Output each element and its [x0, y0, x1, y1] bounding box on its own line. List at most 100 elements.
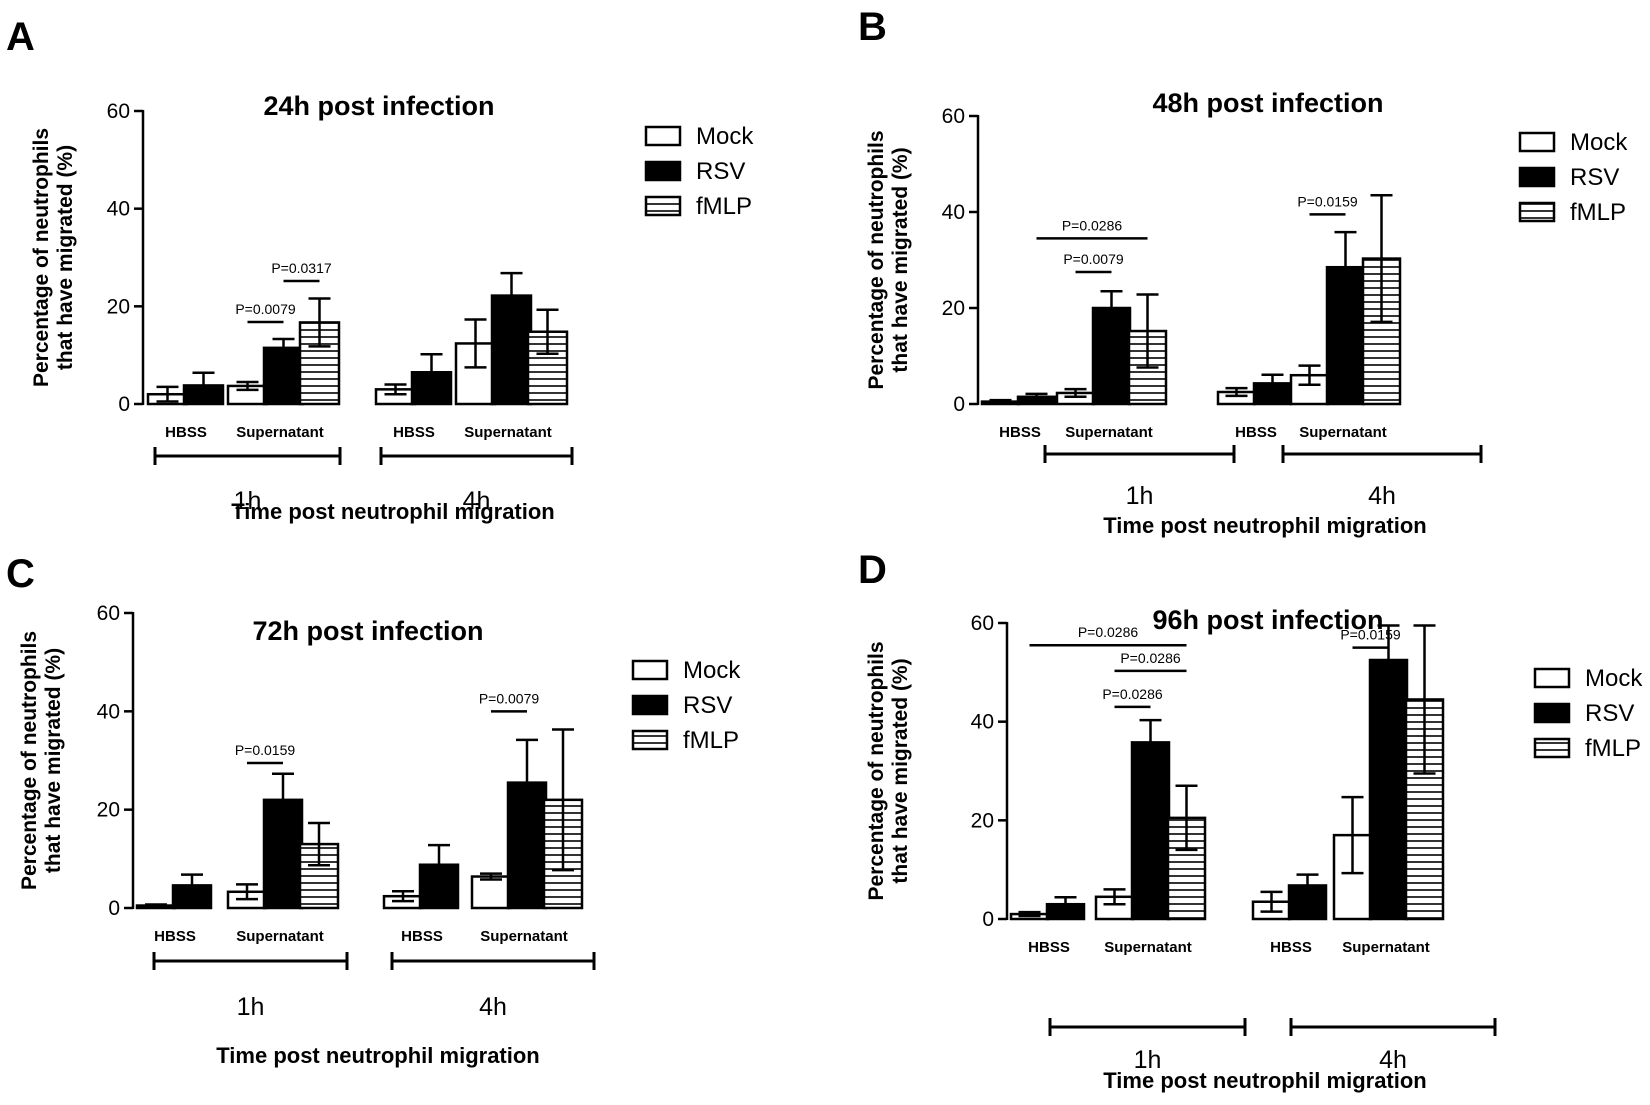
significance-annotation: P=0.0159 [235, 742, 296, 765]
bar-group-4h-supernatant [470, 728, 584, 910]
x-category-label: Supernatant [464, 424, 552, 441]
panel-letter: B [858, 5, 887, 49]
y-axis-label-line1: Percentage of neutrophils [865, 130, 888, 389]
time-label: 4h [1368, 482, 1396, 510]
legend-swatch-rsv [1518, 166, 1556, 188]
time-label: 1h [237, 993, 265, 1021]
significance-annotation: P=0.0159 [1297, 193, 1358, 216]
p-value-label: P=0.0159 [1297, 193, 1358, 209]
legend-swatch-fmlp [631, 729, 669, 751]
legend-label-mock: Mock [683, 657, 741, 684]
time-label: 4h [463, 487, 491, 515]
y-axis-label: Percentage of neutrophils that have migra… [865, 641, 912, 900]
y-axis-label: Percentage of neutrophils that have migra… [865, 130, 912, 389]
significance-annotation: P=0.0286 [1029, 624, 1187, 647]
x-category-label: HBSS [1235, 424, 1277, 441]
legend: Mock RSV fMLP [1518, 129, 1628, 226]
bar-group-1h-supernatant [226, 772, 340, 910]
legend-swatch-rsv [1533, 702, 1571, 724]
bar-group-4h-hbss [1216, 373, 1293, 406]
chart-title: 48h post infection [1152, 88, 1383, 118]
y-tick-label: 20 [107, 295, 130, 318]
bar-group-4h-hbss [374, 352, 453, 406]
bar-group-4h-supernatant [454, 271, 569, 406]
panel-a: A 24h post infection Percentage of neutrop… [6, 15, 754, 524]
y-tick-label: 40 [97, 700, 120, 723]
y-tick-label: 20 [942, 297, 965, 320]
significance-annotation: P=0.0317 [271, 260, 332, 283]
x-category-label: Supernatant [480, 928, 568, 945]
x-category-label: HBSS [401, 928, 443, 945]
x-category-label: Supernatant [236, 928, 324, 945]
x-category-label: HBSS [999, 424, 1041, 441]
y-tick-label: 60 [97, 602, 120, 625]
x-axis-label: Time post neutrophil migration [231, 499, 555, 524]
y-tick-label: 40 [971, 711, 994, 734]
y-tick-label: 60 [107, 100, 130, 123]
p-value-label: P=0.0159 [1340, 627, 1401, 643]
y-tick-label: 0 [982, 908, 994, 931]
legend: Mock RSV fMLP [631, 657, 741, 754]
y-axis-label-line1: Percentage of neutrophils [865, 641, 888, 900]
p-value-label: P=0.0286 [1102, 686, 1163, 702]
legend-swatch-fmlp [1533, 737, 1571, 759]
p-value-label: P=0.0079 [479, 690, 540, 706]
y-axis-label: Percentage of neutrophils that have migra… [30, 128, 77, 387]
legend: Mock RSV fMLP [1533, 665, 1643, 762]
y-axis-label-line2: that have migrated (%) [54, 145, 77, 370]
y-tick-label: 40 [942, 201, 965, 224]
chart-title: 72h post infection [252, 616, 483, 646]
panel-letter: A [6, 15, 35, 59]
legend: Mock RSV fMLP [644, 123, 754, 220]
bar-group-1h-hbss [135, 873, 213, 910]
y-tick-label: 0 [953, 393, 965, 416]
time-label: 1h [1134, 1046, 1162, 1074]
significance-annotation: P=0.0079 [235, 301, 296, 324]
p-value-label: P=0.0159 [235, 742, 296, 758]
legend-label-rsv: RSV [1585, 700, 1634, 727]
time-label: 4h [479, 993, 507, 1021]
x-category-label: Supernatant [236, 424, 324, 441]
legend-swatch-mock [644, 125, 682, 147]
y-axis-label-line2: that have migrated (%) [889, 147, 912, 372]
y-tick-label: 0 [108, 897, 120, 920]
chart-title: 24h post infection [263, 91, 494, 121]
p-value-label: P=0.0317 [271, 260, 332, 276]
bar-mock [1332, 833, 1373, 921]
bar-group-1h-hbss [1009, 896, 1086, 921]
y-axis-label-line1: Percentage of neutrophils [18, 631, 41, 890]
legend-swatch-fmlp [1518, 201, 1556, 223]
legend-swatch-mock [1533, 667, 1571, 689]
bar-group-1h-supernatant [1094, 718, 1207, 921]
p-value-label: P=0.0286 [1078, 624, 1139, 640]
chart-title: 96h post infection [1152, 605, 1383, 635]
legend-swatch-mock [631, 659, 669, 681]
bar-group-1h-hbss [146, 371, 225, 406]
legend-label-mock: Mock [696, 123, 754, 150]
legend-swatch-rsv [644, 160, 682, 182]
y-axis-label-line2: that have migrated (%) [42, 648, 65, 873]
significance-annotation: P=0.0079 [479, 690, 540, 713]
bar-group-4h-hbss [1251, 873, 1328, 921]
bar-group-4h-hbss [382, 843, 460, 910]
panel-b: B 48h post infection Percentage of neutrop… [858, 5, 1628, 538]
y-tick-label: 20 [971, 809, 994, 832]
y-axis-label: Percentage of neutrophils that have migra… [18, 631, 65, 890]
x-axis-label: Time post neutrophil migration [216, 1043, 540, 1068]
y-tick-label: 40 [107, 198, 130, 221]
significance-annotation: P=0.0286 [1102, 686, 1163, 709]
x-category-label: Supernatant [1104, 939, 1192, 956]
time-label: 1h [1126, 482, 1154, 510]
x-axis-label: Time post neutrophil migration [1103, 513, 1427, 538]
panel-d: D 96h post infection Percentage of neutrop… [858, 548, 1643, 1093]
legend-label-rsv: RSV [1570, 164, 1619, 191]
bar-rsv [1368, 658, 1409, 921]
bar-group-4h-supernatant [1289, 193, 1402, 406]
legend-swatch-rsv [631, 694, 669, 716]
y-axis-label-line2: that have migrated (%) [889, 658, 912, 883]
legend-label-rsv: RSV [683, 692, 732, 719]
bar-group-1h-supernatant [226, 297, 341, 406]
x-category-label: HBSS [1270, 939, 1312, 956]
panel-letter: D [858, 548, 887, 592]
